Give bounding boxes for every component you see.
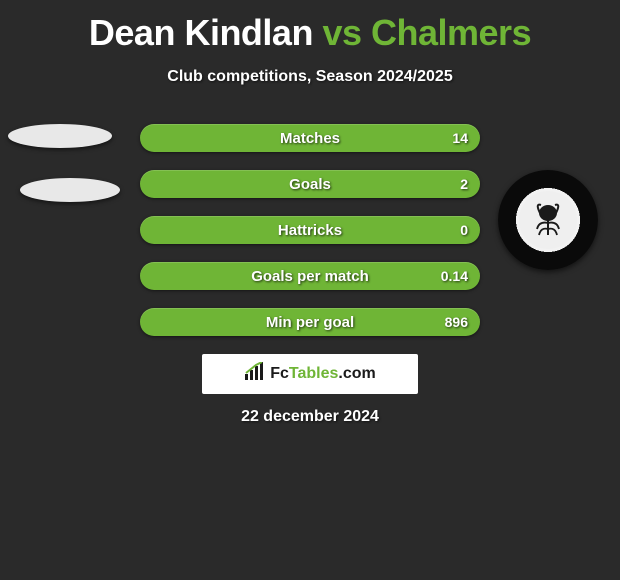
stat-value-right: 0	[460, 216, 468, 244]
stat-row: Goals per match0.14	[140, 262, 480, 290]
placeholder-badge	[20, 178, 120, 202]
logo-text-tables: Tables	[289, 365, 339, 382]
thistle-icon	[519, 191, 577, 249]
club-crest	[498, 170, 598, 270]
stat-value-right: 2	[460, 170, 468, 198]
placeholder-badge	[8, 124, 112, 148]
stat-value-right: 0.14	[441, 262, 468, 290]
stat-label: Goals	[140, 170, 480, 198]
player1-name: Dean Kindlan	[89, 12, 313, 53]
stat-value-right: 14	[452, 124, 468, 152]
stat-row: Matches14	[140, 124, 480, 152]
subtitle: Club competitions, Season 2024/2025	[0, 68, 620, 86]
stat-label: Hattricks	[140, 216, 480, 244]
stat-row: Goals2	[140, 170, 480, 198]
stat-row: Min per goal896	[140, 308, 480, 336]
logo-text-fc: Fc	[270, 365, 289, 382]
logo-text: FcTables.com	[270, 365, 376, 383]
bar-chart-icon	[244, 362, 266, 387]
vs-text: vs	[322, 12, 361, 53]
player2-name: Chalmers	[371, 12, 531, 53]
stat-label: Matches	[140, 124, 480, 152]
stat-row: Hattricks0	[140, 216, 480, 244]
fctables-logo: FcTables.com	[202, 354, 418, 394]
date: 22 december 2024	[0, 408, 620, 426]
logo-text-com: .com	[338, 365, 375, 382]
comparison-title: Dean Kindlan vs Chalmers	[0, 0, 620, 54]
stat-label: Min per goal	[140, 308, 480, 336]
stat-value-right: 896	[445, 308, 468, 336]
stat-label: Goals per match	[140, 262, 480, 290]
